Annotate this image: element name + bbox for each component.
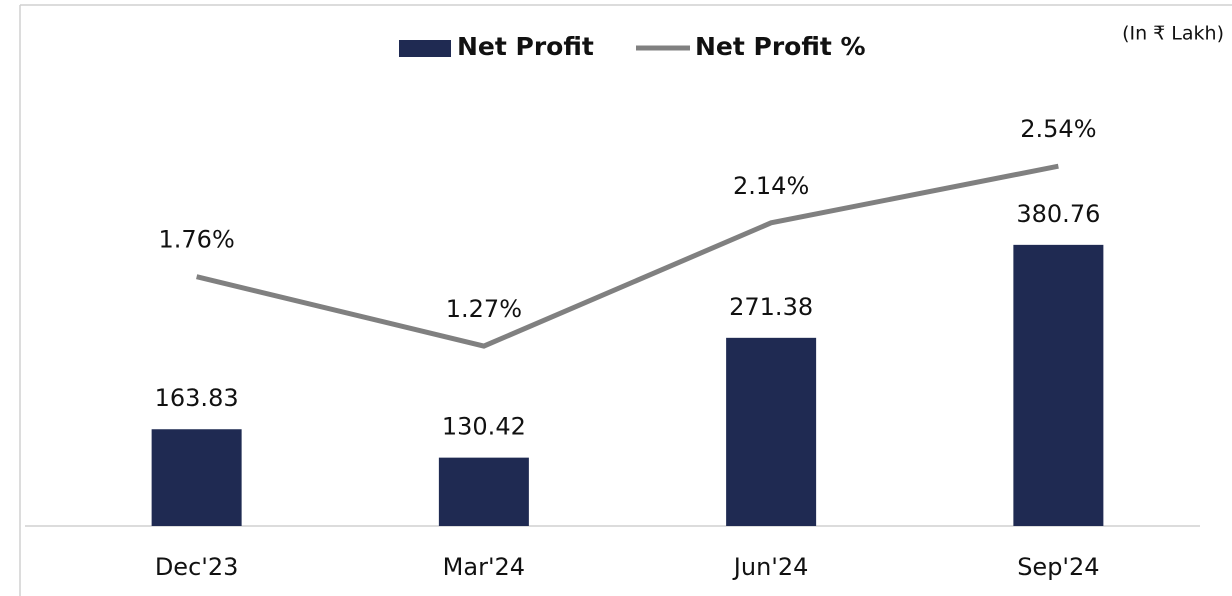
data-label: 2.14% (733, 172, 809, 200)
line (196, 163, 1059, 349)
data-label: 2.54% (1020, 115, 1096, 143)
data-label: 271.38 (729, 293, 813, 321)
data-label: 130.42 (442, 413, 526, 441)
bar (1013, 244, 1104, 526)
bar (438, 457, 529, 526)
bar (726, 337, 817, 526)
x-tick-label: Dec'23 (155, 553, 239, 581)
data-label: 163.83 (155, 384, 239, 412)
x-tick-label: Sep'24 (1017, 553, 1099, 581)
unit-note: (In ₹ Lakh) (1122, 23, 1224, 45)
legend-label: Net Profit % (695, 32, 866, 61)
legend-label: Net Profit (457, 32, 594, 61)
legend-swatch (399, 40, 451, 57)
data-label: 380.76 (1016, 200, 1100, 228)
x-tick-label: Mar'24 (443, 553, 525, 581)
bar (151, 429, 242, 526)
data-label: 1.27% (446, 295, 522, 323)
x-tick-label: Jun'24 (732, 553, 809, 581)
data-label: 1.76% (159, 226, 235, 254)
